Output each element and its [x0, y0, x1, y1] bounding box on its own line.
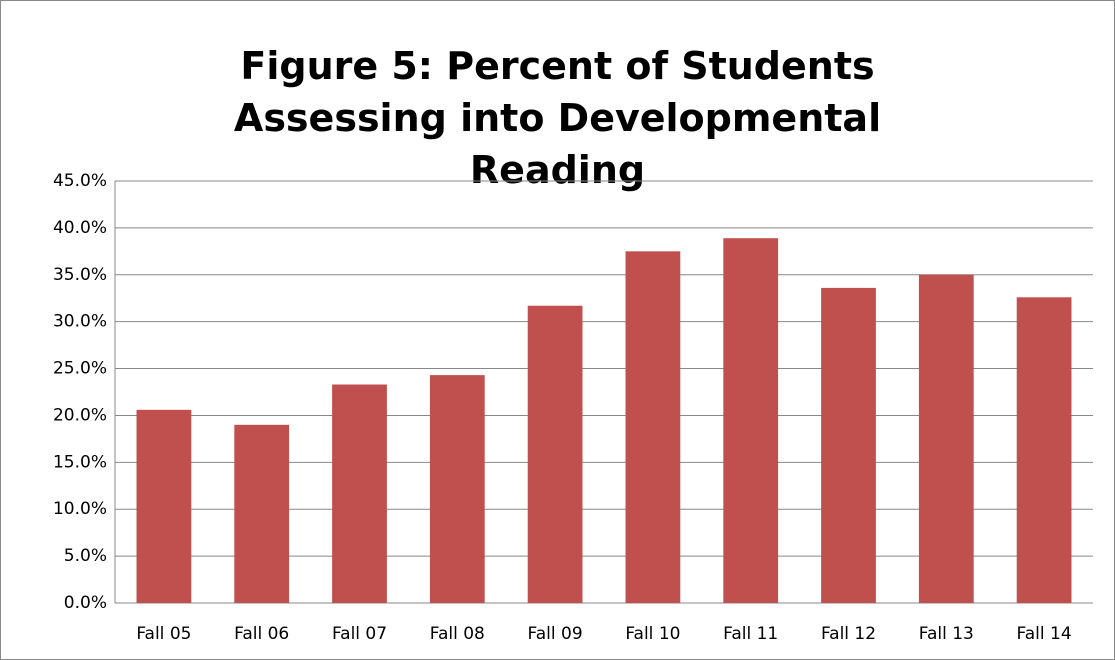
x-tick-label: Fall 13	[919, 624, 974, 644]
y-tick-label: 30.0%	[53, 312, 107, 332]
title-box: Figure 5: Percent of Students Assessing …	[0, 40, 1115, 196]
x-tick-label: Fall 12	[821, 624, 876, 644]
y-tick-label: 45.0%	[53, 171, 107, 191]
bar	[918, 274, 974, 603]
bar	[821, 287, 876, 603]
x-tick-label: Fall 05	[136, 624, 191, 644]
x-tick-label: Fall 06	[234, 624, 289, 644]
x-tick-label: Fall 09	[528, 624, 583, 644]
bar	[723, 238, 779, 603]
bar	[527, 305, 583, 603]
y-tick-label: 0.0%	[64, 593, 107, 613]
bar	[429, 375, 485, 603]
y-tick-label: 20.0%	[53, 405, 107, 425]
x-tick-label: Fall 14	[1017, 624, 1072, 644]
bar	[136, 409, 192, 603]
y-tick-label: 15.0%	[53, 452, 107, 472]
x-tick-label: Fall 11	[723, 624, 778, 644]
y-tick-label: 10.0%	[53, 499, 107, 519]
bar	[234, 424, 290, 603]
x-tick-label: Fall 08	[430, 624, 485, 644]
y-tick-label: 35.0%	[53, 265, 107, 285]
bar	[1016, 297, 1072, 603]
x-tick-label: Fall 07	[332, 624, 387, 644]
bar	[625, 251, 681, 604]
y-tick-label: 40.0%	[53, 218, 107, 238]
chart-title: Figure 5: Percent of Students Assessing …	[233, 44, 882, 192]
y-tick-label: 25.0%	[53, 359, 107, 379]
y-tick-label: 5.0%	[64, 546, 107, 566]
bar	[332, 384, 387, 603]
x-tick-label: Fall 10	[625, 624, 680, 644]
